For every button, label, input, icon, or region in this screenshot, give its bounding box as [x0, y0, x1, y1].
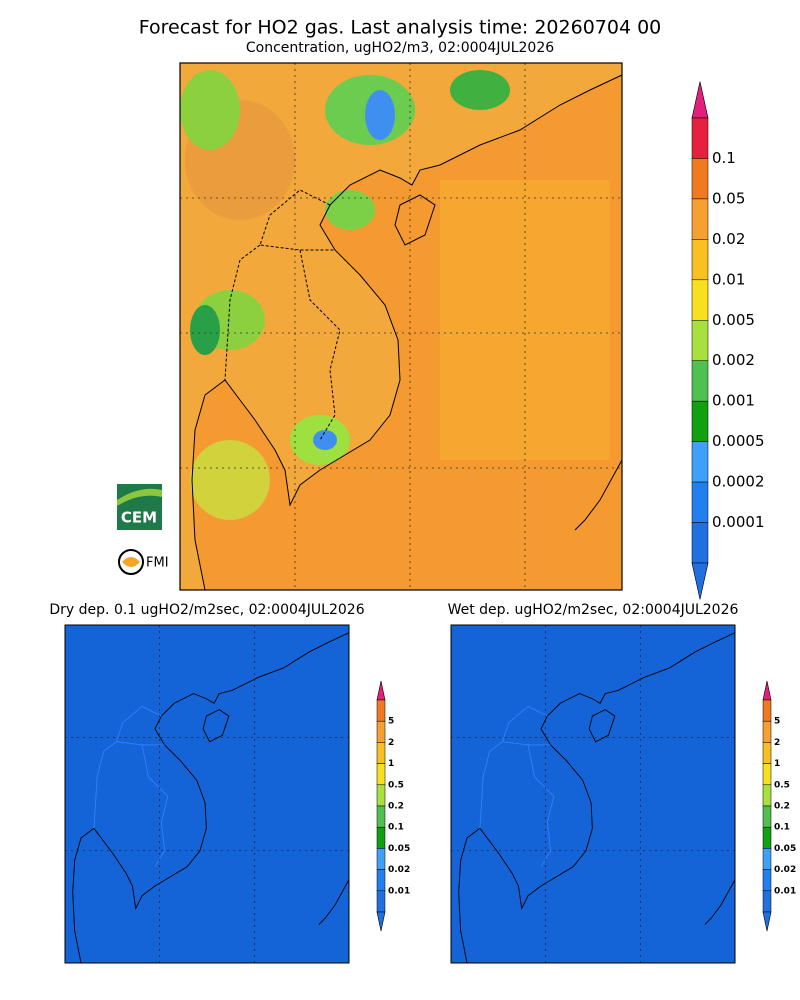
- cbar-segment: [762, 869, 772, 892]
- cbar-label: 2: [388, 738, 394, 748]
- cbar-segment: [762, 720, 772, 743]
- cbar-top: [376, 680, 386, 701]
- cbar-segment: [691, 522, 709, 564]
- cbar-label: 0.005: [712, 311, 755, 329]
- cbar-label: 0.5: [774, 780, 790, 790]
- cbar-label: 5: [774, 717, 780, 727]
- main-map: [179, 62, 623, 591]
- cbar-segment: [691, 360, 709, 402]
- cbar-segment: [376, 784, 386, 807]
- cbar-bottom: [691, 562, 709, 600]
- cbar-segment: [762, 742, 772, 764]
- cbar-top: [691, 81, 709, 119]
- cbar-segment: [376, 720, 386, 743]
- cbar-bottom: [376, 911, 386, 932]
- cbar-segment: [762, 848, 772, 870]
- cbar-segment: [691, 279, 709, 321]
- cbar-label: 0.02: [388, 865, 410, 875]
- cbar-label: 0.5: [388, 780, 404, 790]
- cbar-label: 0.05: [774, 844, 796, 854]
- cbar-bottom: [762, 911, 772, 932]
- cbar-label: 0.1: [774, 823, 790, 833]
- cbar-segment: [691, 117, 709, 159]
- cbar-label: 0.01: [774, 886, 796, 896]
- cbar-label: 0.05: [388, 844, 410, 854]
- panel-title: Wet dep. ugHO2/m2sec, 02:0004JUL2026: [448, 602, 739, 618]
- cbar-segment: [376, 848, 386, 870]
- cbar-segment: [691, 400, 709, 442]
- cbar-segment: [376, 826, 386, 849]
- cbar-segment: [376, 869, 386, 892]
- panel-ocean: [451, 625, 735, 963]
- cbar-segment: [691, 198, 709, 240]
- cem-logo: CEM: [117, 484, 162, 530]
- fmi-text: FMI: [146, 556, 169, 571]
- fmi-logo: FMI: [118, 549, 169, 575]
- cbar-label: 0.01: [712, 270, 745, 288]
- cbar-label: 0.01: [388, 886, 410, 896]
- cbar-label: 0.02: [712, 230, 745, 248]
- cbar-segment: [762, 763, 772, 786]
- panel-ocean: [65, 625, 349, 963]
- main-legend: 0.1 0.05 0.02 0.01 0.005 0.002 0.001 0.0005 0.00…: [691, 81, 765, 600]
- cbar-label: 2: [774, 738, 780, 748]
- cbar-label: 0.1: [388, 823, 404, 833]
- cbar-segment: [762, 805, 772, 828]
- cbar-label: 0.0001: [712, 513, 765, 531]
- cbar-segment: [376, 742, 386, 764]
- cbar-label: 0.002: [712, 351, 755, 369]
- cbar-label: 5: [388, 717, 394, 727]
- cbar-segment: [762, 826, 772, 849]
- cbar-segment: [762, 890, 772, 913]
- panel-frame: [64, 624, 350, 964]
- cbar-label: 0.1: [712, 149, 736, 167]
- cbar-segment: [376, 805, 386, 828]
- cbar-label: 0.2: [774, 802, 790, 812]
- cbar-label: 0.02: [774, 865, 796, 875]
- cbar-segment: [691, 481, 709, 523]
- cbar-label: 0.0002: [712, 473, 765, 491]
- cbar-label: 0.2: [388, 802, 404, 812]
- cbar-segment: [376, 890, 386, 913]
- cbar-label: 1: [388, 759, 394, 769]
- cbar-segment: [762, 699, 772, 722]
- panel-map: [450, 624, 736, 964]
- cbar-segment: [376, 699, 386, 722]
- cbar-segment: [691, 320, 709, 361]
- cbar-segment: [376, 763, 386, 786]
- subtitle: Concentration, ugHO2/m3, 02:0004JUL2026: [246, 40, 554, 56]
- cbar-segment: [762, 784, 772, 807]
- cem-text: CEM: [121, 509, 157, 527]
- title: Forecast for HO2 gas. Last analysis time…: [139, 17, 662, 39]
- panel-map: [64, 624, 350, 964]
- panel-frame: [450, 624, 736, 964]
- cbar-segment: [691, 441, 709, 483]
- panel-legend: 5 2 1 0.5 0.2 0.1 0.05 0.02 0.01: [376, 680, 410, 932]
- panel-legend: 5 2 1 0.5 0.2 0.1 0.05 0.02 0.01: [762, 680, 796, 932]
- cbar-label: 0.0005: [712, 432, 765, 450]
- panel-title: Dry dep. 0.1 ugHO2/m2sec, 02:0004JUL2026: [49, 602, 364, 618]
- cbar-label: 0.05: [712, 189, 745, 207]
- cbar-segment: [691, 158, 709, 200]
- cbar-top: [762, 680, 772, 701]
- cbar-label: 0.001: [712, 392, 755, 410]
- cbar-segment: [691, 239, 709, 281]
- cbar-label: 1: [774, 759, 780, 769]
